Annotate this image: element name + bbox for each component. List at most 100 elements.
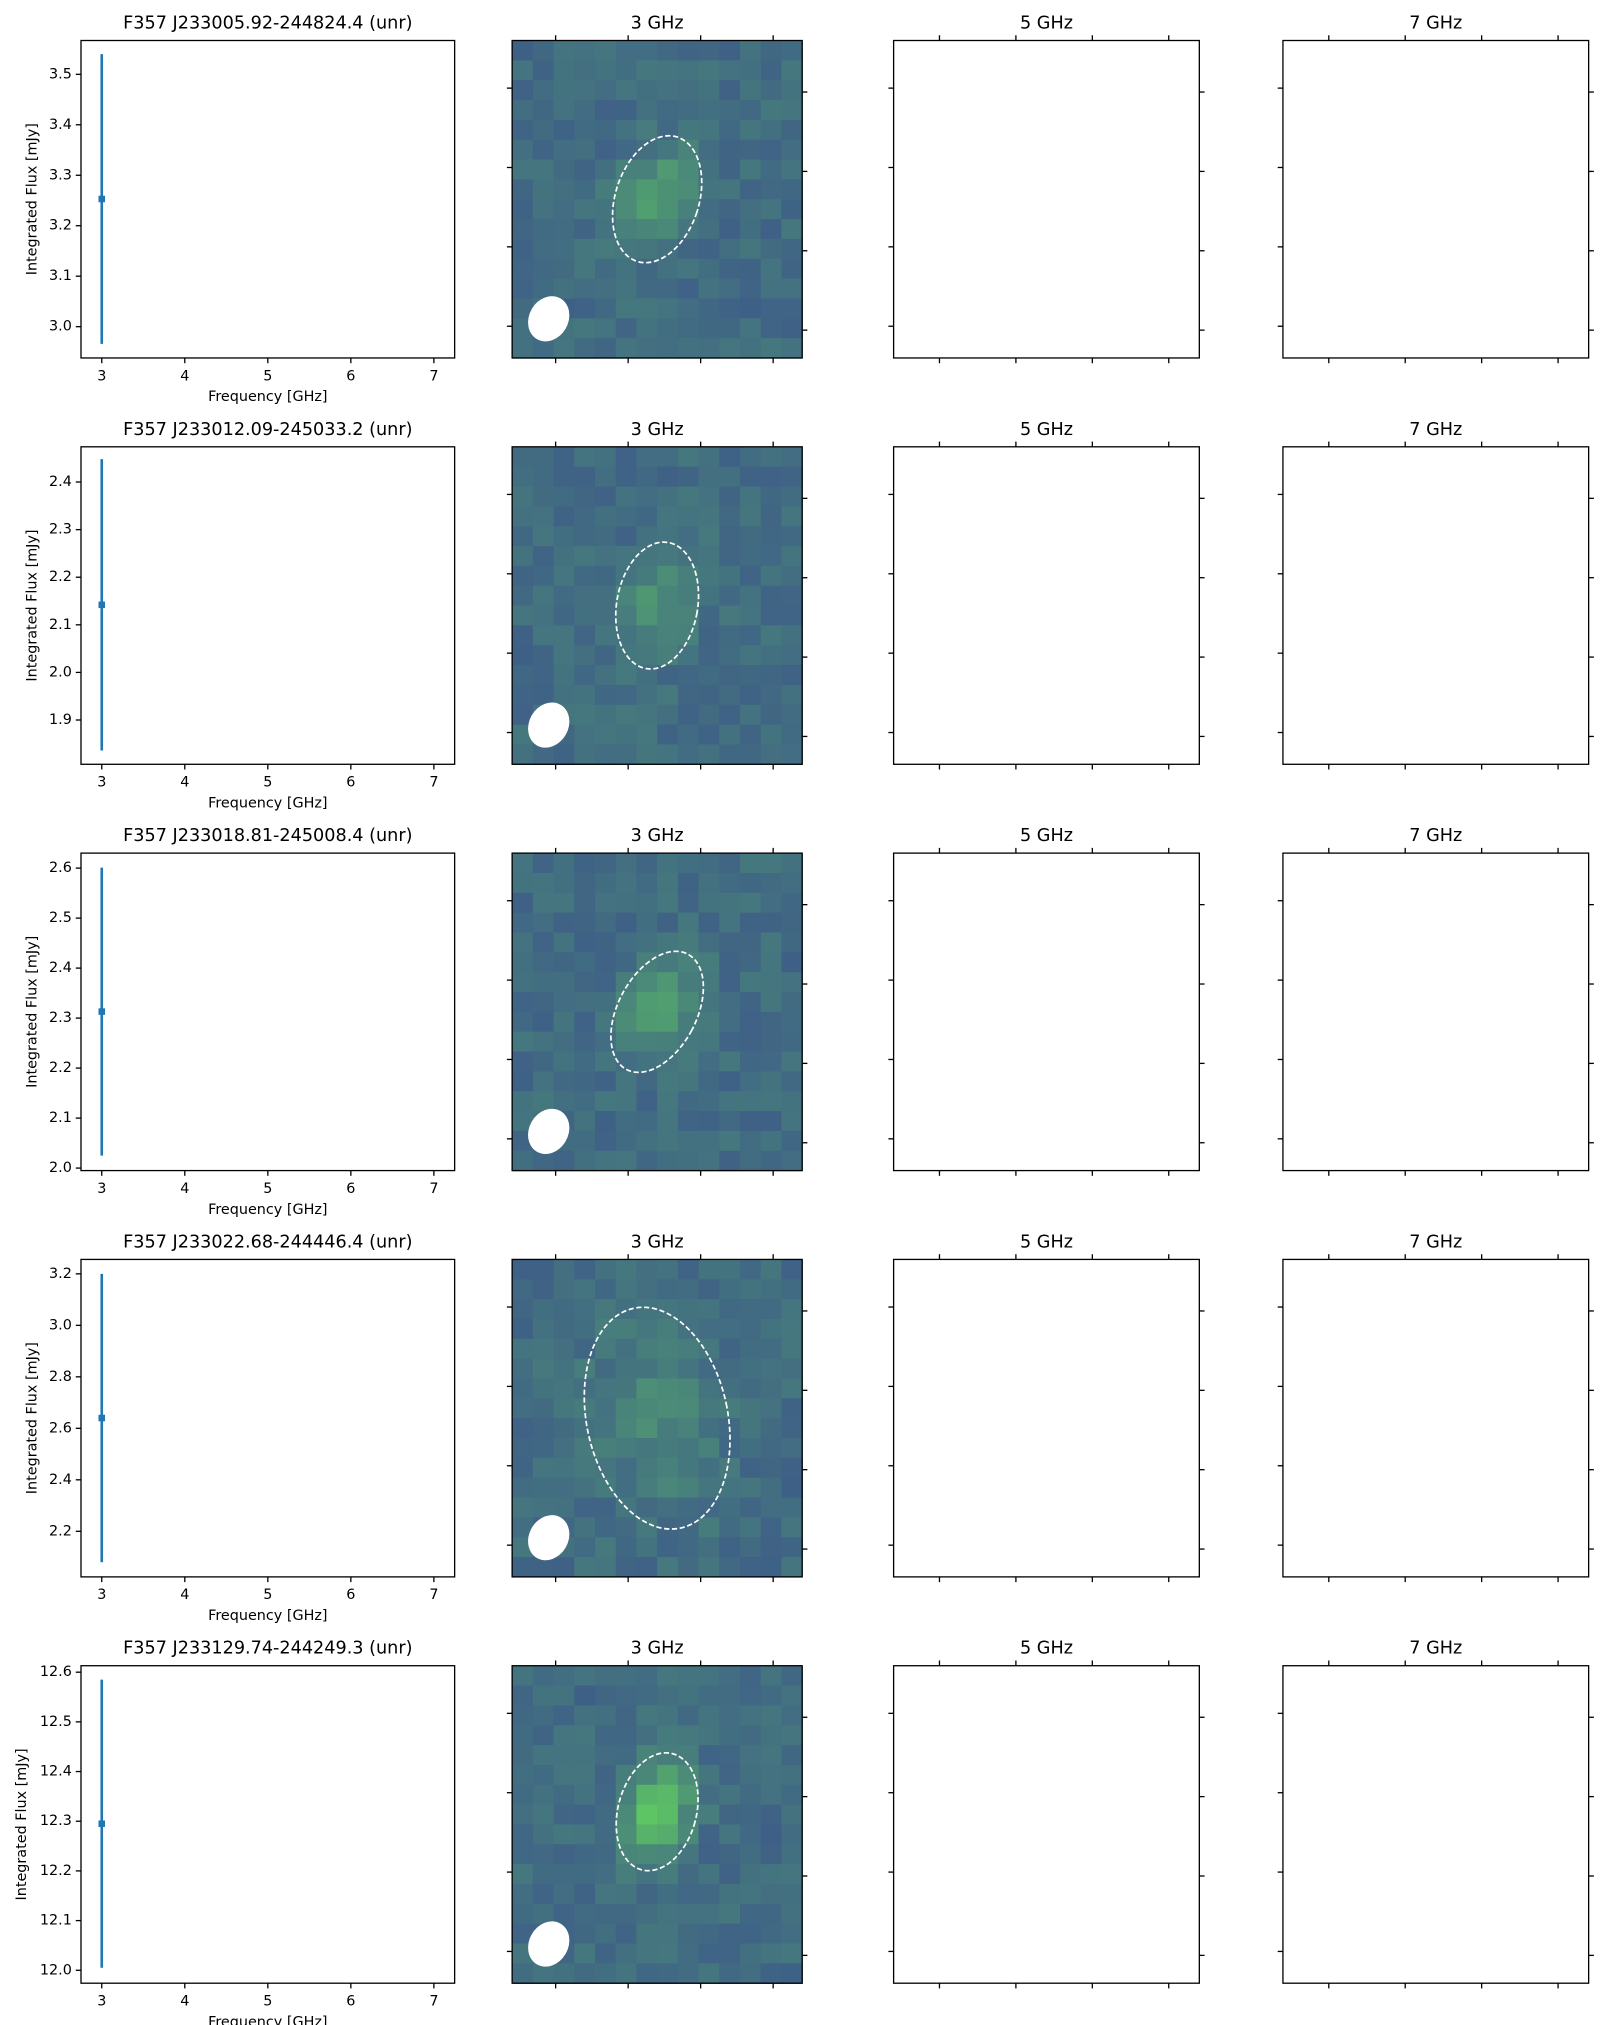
image-pixel [636,1824,658,1845]
y-tick-label: 12.4 [40,1764,72,1780]
image-pixel [677,446,700,468]
image-pixel [677,853,700,874]
image-pixel [740,1665,762,1687]
image-pixel [553,526,575,547]
image-pixel [760,338,783,359]
image-pixel [553,1745,575,1766]
image-pixel [594,1497,617,1519]
image-pixel [698,992,720,1013]
image-pixel [698,1457,720,1479]
image-pixel [781,1031,803,1053]
image-pixel [677,1457,700,1479]
image-pixel [760,892,783,914]
image-pixel [719,1338,741,1360]
image-pixel [512,872,534,894]
image-pixel [781,179,803,200]
image-pixel [574,338,596,359]
image-pixel [677,119,700,141]
image-pixel [719,139,741,161]
image-pixel [760,1764,783,1786]
image-pixel [760,1130,783,1152]
image-pixel [760,466,783,488]
image-pixel [594,258,617,280]
point [98,1008,106,1015]
image-pixel [740,605,762,627]
image-pixel [594,119,617,141]
image-pixel [553,1358,575,1380]
image-pixel [574,892,596,914]
source-ellipse [615,1751,699,1872]
image-pixel [740,684,762,706]
image-pixel [574,199,596,220]
image-pixel [574,1318,596,1340]
image-pixel [615,952,638,973]
image-pixel [553,853,575,874]
image-pixel [781,1903,803,1925]
image-pixel [677,1864,700,1885]
image-pixel [574,1685,596,1707]
y-tick-label: 2.3 [49,1010,72,1026]
image-pixel [615,159,638,181]
image-pixel [594,40,617,61]
image-pixel [781,100,803,121]
image-pixel [594,486,617,507]
image-pixel [719,684,741,706]
x-tick-label: 7 [429,1587,438,1603]
image-pixel [719,466,741,488]
image-pixel [553,872,575,894]
image-pixel [594,238,617,260]
image-pixel [781,80,803,101]
image-pixel [615,1318,638,1340]
image-pixel [512,446,534,468]
image-pixel [740,1031,762,1053]
image-pixel [781,298,803,319]
image-pixel [532,526,555,547]
image-pixel [636,139,658,161]
image-pixel [636,585,658,607]
image-pixel [594,1517,617,1538]
image-pixel [760,486,783,507]
image-pixel [553,1259,575,1280]
image-pixel [781,1299,803,1320]
image-pixel [532,992,555,1013]
image-pixel [740,992,762,1013]
image-pixel [574,1537,596,1558]
image-pixel [719,258,741,280]
image-pixel [512,139,534,161]
image-pixel [636,1705,658,1726]
image-pixel [574,1517,596,1538]
image-pixel [657,645,679,666]
image-pixel [760,1497,783,1519]
image-pixel [553,80,575,101]
image-pixel [760,912,783,934]
image-pixel [615,704,638,726]
image-pixel [594,1665,617,1687]
image-pixel [698,338,720,359]
axes-frame [892,852,1200,1172]
image-pixel [636,1318,658,1340]
image-pixel [512,1071,534,1092]
x-tick-label: 7 [429,775,438,791]
image-pixel [657,932,679,953]
image-pixel [698,972,720,993]
image-pixel [532,1259,555,1280]
image-pixel [512,278,534,300]
image-pixel [781,446,803,468]
image-pixel [760,1745,783,1766]
image-pixel [698,1378,720,1399]
image-pixel [760,1784,783,1806]
image-pixel [574,1011,596,1033]
image-pixel [574,1338,596,1360]
image-pixel [594,526,617,547]
image-pixel [512,179,534,200]
image-pixel [719,1537,741,1558]
image-pixel [532,1418,555,1439]
image-pixel [698,1923,720,1945]
image-pixel [657,60,679,81]
image-pixel [781,1725,803,1746]
image-pixel [760,318,783,339]
image-pixel [553,506,575,527]
image-pixel [781,665,803,686]
chart-title: F357 J233018.81-245008.4 (unr) [123,826,412,846]
